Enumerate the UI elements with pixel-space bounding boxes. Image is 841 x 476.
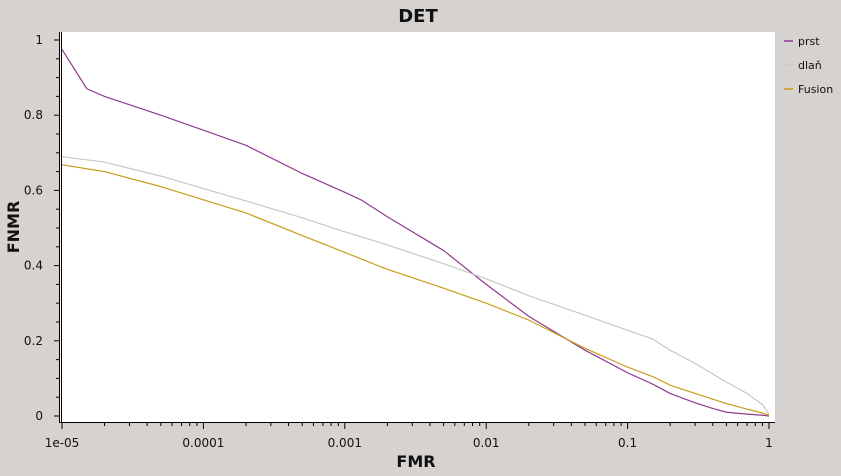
x-tick-label: 0.1 bbox=[618, 436, 637, 450]
chart-title: DET bbox=[398, 6, 438, 27]
axes-layer: 0 0.2 0.4 0.6 0.8 1 1e-05 0.0001 0.001 0.01 0.1 1 bbox=[24, 32, 775, 450]
legend-label: dlaň bbox=[798, 59, 822, 72]
y-tick-label: 0.2 bbox=[24, 334, 43, 348]
x-tick-label: 0.0001 bbox=[182, 436, 224, 450]
x-axis-label: FMR bbox=[396, 452, 435, 471]
y-tick-label: 0.6 bbox=[24, 183, 43, 197]
x-tick-label: 0.001 bbox=[328, 436, 362, 450]
plot-area bbox=[59, 32, 775, 423]
legend-label: prst bbox=[798, 35, 820, 48]
series-line-prst bbox=[61, 49, 770, 417]
y-tick-label: 0.8 bbox=[24, 108, 43, 122]
series-line-fusion bbox=[61, 164, 770, 416]
x-tick-label: 0.01 bbox=[473, 436, 500, 450]
legend-label: Fusion bbox=[798, 83, 833, 96]
y-axis-label: FNMR bbox=[4, 201, 23, 254]
series-line-dla- bbox=[61, 155, 770, 415]
x-tick-label: 1 bbox=[765, 436, 773, 450]
lines-layer bbox=[61, 49, 770, 417]
y-tick-label: 0.4 bbox=[24, 259, 43, 273]
legend: prst dlaň Fusion bbox=[784, 35, 833, 96]
y-tick-label: 1 bbox=[35, 33, 43, 47]
y-tick-label: 0 bbox=[35, 409, 43, 423]
x-tick-label: 1e-05 bbox=[45, 436, 80, 450]
